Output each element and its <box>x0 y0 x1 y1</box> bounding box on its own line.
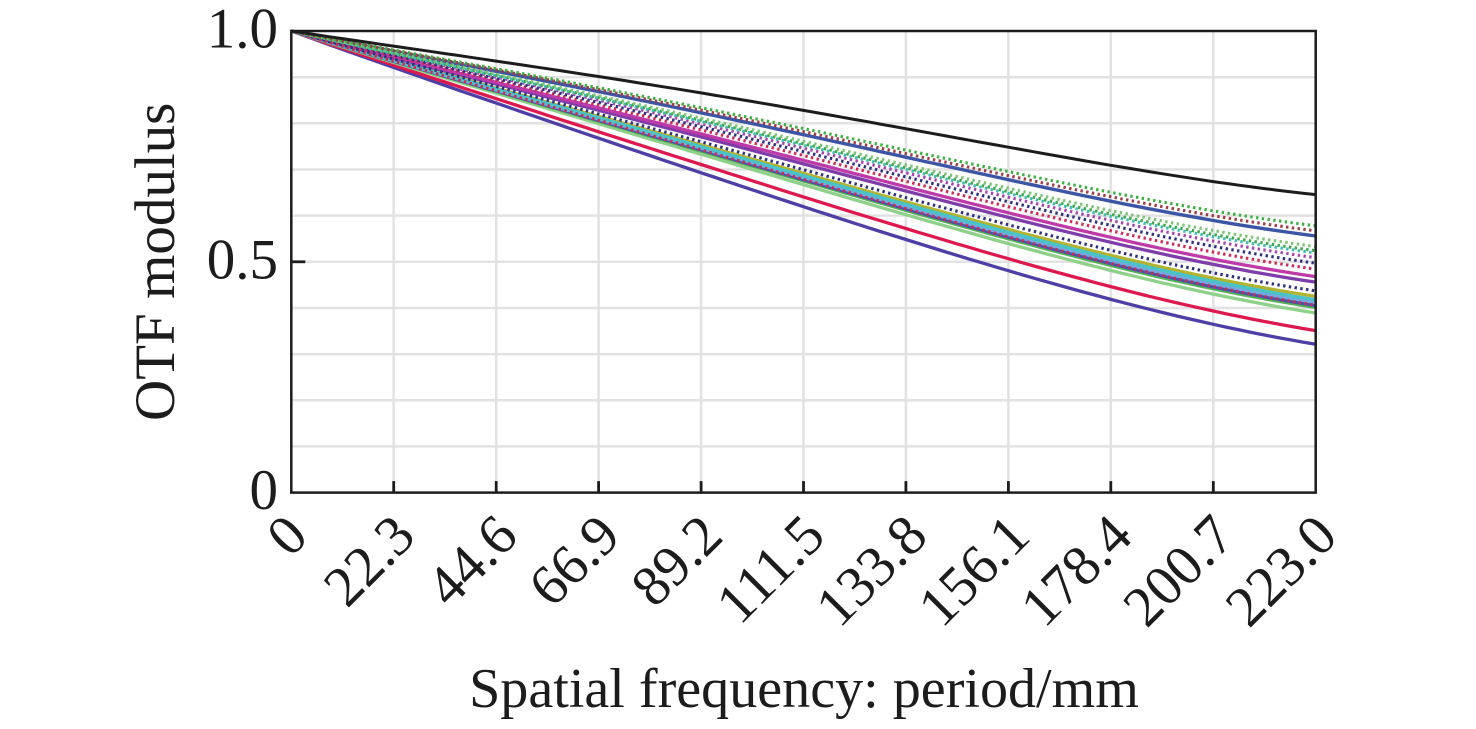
svg-text:OTF modulus: OTF modulus <box>124 103 187 421</box>
svg-text:Spatial frequency: period/mm: Spatial frequency: period/mm <box>469 658 1139 720</box>
svg-text:1.0: 1.0 <box>207 0 278 61</box>
svg-text:0: 0 <box>250 459 279 522</box>
svg-text:0.5: 0.5 <box>207 228 278 291</box>
